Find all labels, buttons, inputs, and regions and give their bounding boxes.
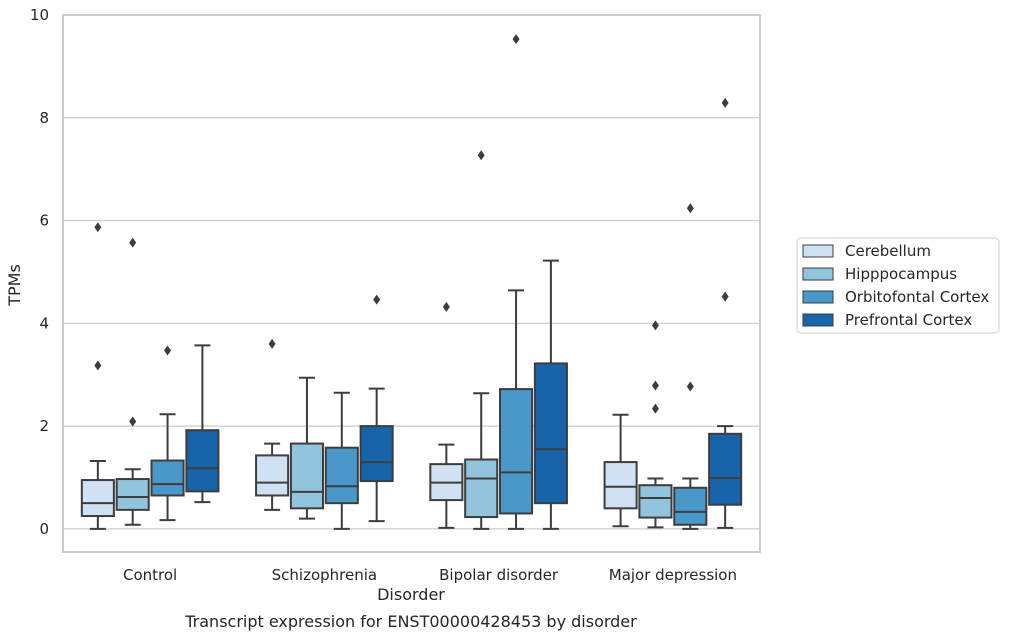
box-iqr [185,429,220,493]
box-1-2 [324,391,359,530]
y-tick-label: 10 [30,6,49,24]
outlier-point [164,345,172,356]
box-3-0 [603,413,638,528]
box-2-2 [499,34,534,530]
legend-label: Hipppocampus [845,265,957,283]
box-iqr [289,442,324,510]
box-1-3 [359,294,394,523]
outlier-point [721,97,729,108]
outlier-point [442,301,450,312]
box-0-0 [80,222,115,530]
legend-label: Prefrontal Cortex [845,311,972,329]
outlier-point [651,403,659,414]
y-tick-label: 2 [39,417,49,435]
box-0-2 [150,345,185,522]
box-iqr [115,478,150,511]
legend-swatch [802,267,834,281]
legend-frame [796,237,1000,334]
legend-label: Cerebellum [845,242,931,260]
box-0-1 [115,237,150,526]
box-iqr [499,388,534,515]
box-3-3 [708,97,743,529]
box-iqr [324,446,359,505]
box-iqr [80,479,115,518]
box-iqr [638,484,673,519]
chart-caption: Transcript expression for ENST0000042845… [184,612,637,631]
box-3-2 [673,203,708,530]
box-iqr [150,459,185,497]
x-tick-label: Major depression [609,566,737,584]
outlier-point [686,203,694,214]
y-tick-labels: 0 2 4 6 8 10 [30,6,49,538]
legend-label: Orbitofontal Cortex [845,288,989,306]
box-1-1 [289,376,324,520]
box-iqr [359,425,394,483]
outlier-point [129,237,137,248]
y-tick-label: 0 [39,520,49,538]
box-1-0 [255,338,290,511]
box-2-0 [429,301,464,529]
y-tick-label: 8 [39,109,49,127]
y-tick-label: 4 [39,314,49,332]
box-iqr [603,461,638,510]
x-tick-label: Schizophrenia [272,566,377,584]
outlier-point [268,338,276,349]
plot-frame [62,14,761,553]
outlier-point [94,222,102,233]
legend-swatch [802,290,834,304]
box-iqr [464,458,499,519]
legend: Cerebellum Hipppocampus Orbitofontal Corte… [796,237,1000,334]
legend-swatch [802,244,834,258]
outlier-point [721,291,729,302]
outlier-point [651,320,659,331]
box-iqr [255,454,290,497]
box-2-1 [464,150,499,530]
box-2-3 [533,259,568,530]
outlier-point [129,416,137,427]
boxes [80,34,743,530]
box-iqr [673,486,708,526]
y-axis-label: TPMs [5,264,24,307]
box-3-1 [638,320,673,529]
legend-swatch [802,313,834,327]
x-tick-label: Control [123,566,177,584]
box-iqr [708,432,743,506]
outlier-point [94,360,102,371]
box-0-3 [185,344,220,504]
outlier-point [373,294,381,305]
box-iqr [533,362,568,505]
outlier-point [512,34,520,45]
x-tick-labels: Control Schizophrenia Bipolar disorder Majo… [123,566,737,584]
x-tick-label: Bipolar disorder [439,566,559,584]
outlier-point [651,380,659,391]
x-axis-label: Disorder [377,585,445,604]
y-tick-label: 6 [39,212,49,230]
outlier-point [686,381,694,392]
outlier-point [477,150,485,161]
